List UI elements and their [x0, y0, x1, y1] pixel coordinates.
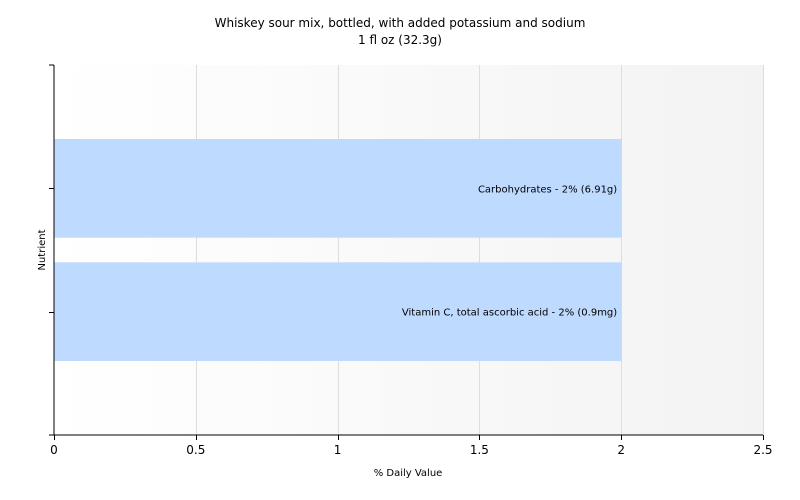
x-tick-label: 1 [334, 443, 342, 457]
y-axis-ticks [49, 64, 54, 436]
x-tick-label: 2.5 [753, 443, 772, 457]
bar-label: Vitamin C, total ascorbic acid - 2% (0.9… [402, 308, 617, 319]
chart-subtitle: 1 fl oz (32.3g) [358, 33, 442, 47]
bar-label: Carbohydrates - 2% (6.91g) [478, 184, 617, 195]
x-axis-ticks: 0 0.5 1 1.5 2 2.5 [50, 435, 773, 457]
bar [54, 262, 622, 361]
bars: Carbohydrates - 2% (6.91g) Vitamin C, tot… [54, 139, 622, 361]
plot-background [54, 65, 763, 435]
x-tick-label: 2 [617, 443, 625, 457]
x-tick-label: 0 [50, 443, 58, 457]
y-axis-title: Nutrient [37, 229, 48, 270]
x-tick-label: 1.5 [470, 443, 489, 457]
grid-lines [196, 65, 764, 435]
x-axis-title: % Daily Value [374, 468, 443, 479]
chart-title: Whiskey sour mix, bottled, with added po… [215, 16, 586, 30]
bar [54, 139, 622, 238]
x-tick-label: 0.5 [186, 443, 205, 457]
